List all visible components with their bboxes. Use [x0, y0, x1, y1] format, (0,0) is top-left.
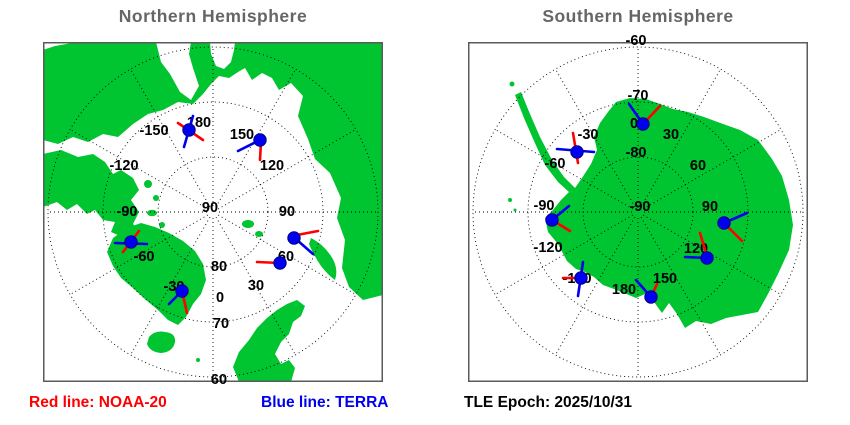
meridian-line [642, 214, 782, 295]
grid-label: -90 [117, 204, 138, 220]
northern-map-title: Northern Hemisphere [118, 6, 308, 26]
grid-label: -150 [139, 123, 168, 139]
meridian-line [69, 129, 209, 210]
latitude-circle [47, 46, 379, 378]
satellite-position-dot [182, 123, 196, 137]
northern-map-canvas: 180-150 150-120 120-90 90-60 60-30 3009080706… [43, 42, 383, 388]
meridian-line [494, 129, 634, 210]
satellite-position-dot [273, 256, 287, 270]
satellite-position-dot [644, 290, 658, 304]
meridian-line [555, 68, 636, 208]
grid-label: -70 [628, 88, 649, 104]
grid-label: 70 [213, 316, 229, 332]
landmass [43, 42, 383, 382]
satellite-position-dot [574, 271, 588, 285]
meridian-line [217, 214, 357, 295]
meridian-line [215, 68, 296, 208]
grid-label: 90 [279, 204, 295, 220]
grid-label: 0 [630, 116, 638, 132]
grid-label: -120 [109, 158, 138, 174]
grid-label: -60 [545, 156, 566, 172]
grid-label: -80 [626, 145, 647, 161]
grid-label: 90 [202, 200, 218, 216]
satellite-position-dot [253, 133, 267, 147]
grid-label: 150 [230, 127, 254, 143]
satellite-position-dot [175, 284, 189, 298]
satellite-position-dot [570, 145, 584, 159]
meridian-line [217, 129, 357, 210]
satellite-position-dot [124, 235, 138, 249]
grid-label: 60 [690, 158, 706, 174]
satellite-position-dot [287, 231, 301, 245]
grid-label: 60 [211, 372, 227, 388]
grid-label: -60 [134, 249, 155, 265]
meridian-line [642, 129, 782, 210]
meridian-line [555, 216, 636, 356]
southern-hemisphere-map: 030-3060-6090-90120-120150-150180-60-70-… [468, 33, 808, 382]
meridian-line [640, 68, 721, 208]
terra-track-vector [295, 238, 315, 256]
grid-label: 120 [260, 158, 284, 174]
landmass [508, 81, 793, 328]
grid-label: 90 [702, 199, 718, 215]
grid-label: 80 [211, 259, 227, 275]
grid-label: 30 [248, 278, 264, 294]
grid-label: 0 [216, 290, 224, 306]
latitude-circle [472, 46, 804, 378]
southern-map-title: Southern Hemisphere [542, 6, 734, 26]
satellite-position-dot [700, 251, 714, 265]
meridian-line [494, 214, 634, 295]
grid-label: -90 [534, 198, 555, 214]
grid-label: -60 [626, 33, 647, 49]
map-frame-border [43, 42, 383, 382]
southern-map-canvas: 030-3060-6090-90120-120150-150180-60-70-… [468, 33, 808, 382]
legend-red-line: Red line: NOAA-20 [29, 394, 167, 411]
legend-blue-line: Blue line: TERRA [261, 394, 389, 411]
meridian-line [215, 216, 296, 356]
grid-label: 30 [663, 127, 679, 143]
meridian-line [130, 216, 211, 356]
grid-label: 120 [684, 241, 708, 257]
meridian-line [69, 214, 209, 295]
grid-label: -30 [578, 127, 599, 143]
map-frame-border [468, 42, 808, 382]
northern-hemisphere-map: 180 -150 150 -120 120 -90 90 -60 60 -30 30 0 90 80 70 6… [43, 42, 383, 388]
grid-label: 150 [653, 271, 677, 287]
satellite-position-dot [636, 117, 650, 131]
satellite-position-dot [545, 213, 559, 227]
grid-label: 180 [612, 282, 636, 298]
legend-tle-epoch: TLE Epoch: 2025/10/31 [464, 394, 632, 411]
satellite-position-dot [717, 216, 731, 230]
meridian-line [130, 68, 211, 208]
grid-label: -120 [533, 240, 562, 256]
meridian-line [640, 216, 721, 356]
noaa20-track-vector [295, 229, 320, 237]
grid-label: -90 [630, 199, 651, 215]
